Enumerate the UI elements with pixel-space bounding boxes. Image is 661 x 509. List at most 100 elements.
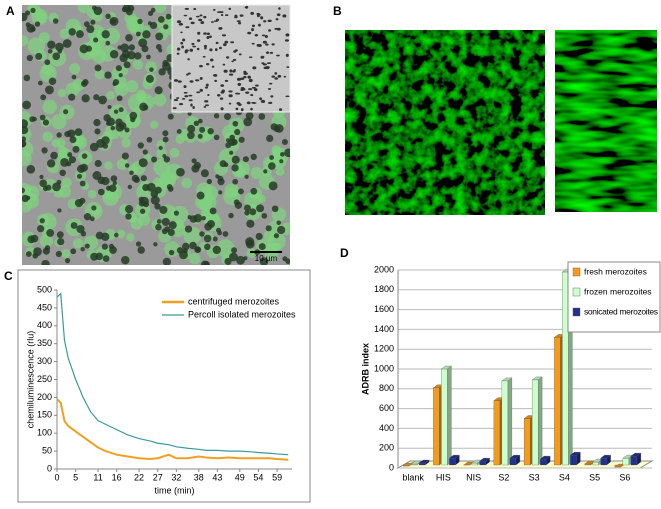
inset-dot bbox=[236, 101, 241, 105]
green-cell bbox=[271, 147, 289, 165]
dark-cell bbox=[94, 159, 102, 168]
green-cell bbox=[159, 170, 177, 188]
inset-dot bbox=[204, 86, 209, 89]
dark-cell bbox=[79, 163, 88, 172]
inset-dot bbox=[236, 77, 242, 81]
inset-dot bbox=[180, 41, 184, 45]
dark-cell bbox=[282, 256, 288, 262]
dark-cell bbox=[155, 32, 164, 41]
inset-dot bbox=[264, 35, 268, 38]
green-cell bbox=[42, 99, 57, 115]
dark-cell bbox=[124, 127, 130, 133]
inset-dot bbox=[255, 84, 259, 87]
dark-cell bbox=[163, 24, 169, 30]
dark-cell bbox=[217, 178, 225, 186]
bar bbox=[630, 452, 642, 466]
inset-dot bbox=[196, 91, 201, 94]
inset-dot bbox=[228, 90, 233, 93]
dark-cell bbox=[30, 7, 36, 14]
inset-dot bbox=[277, 74, 282, 78]
dark-cell bbox=[69, 136, 77, 144]
dark-cell bbox=[42, 185, 49, 192]
inset-dot bbox=[180, 31, 183, 34]
dark-cell bbox=[68, 93, 76, 101]
bar-top bbox=[569, 451, 581, 456]
inset-dot bbox=[182, 38, 186, 42]
dark-cell bbox=[224, 257, 232, 265]
inset-dot bbox=[185, 26, 190, 29]
green-cell bbox=[56, 138, 66, 148]
inset-dot bbox=[183, 85, 187, 89]
green-cell bbox=[156, 139, 166, 149]
green-cell bbox=[57, 145, 67, 154]
dark-cell bbox=[123, 61, 131, 69]
inset-dot bbox=[274, 27, 278, 30]
dark-cell bbox=[204, 243, 211, 251]
green-cell bbox=[188, 252, 201, 265]
dark-cell bbox=[234, 128, 241, 136]
dark-cell bbox=[191, 158, 197, 164]
inset-dot bbox=[261, 34, 266, 37]
bar-front bbox=[479, 460, 486, 466]
dark-cell bbox=[168, 249, 175, 256]
dark-cell bbox=[273, 125, 281, 133]
inset-dot bbox=[245, 91, 250, 94]
inset-dot bbox=[266, 62, 272, 65]
green-cell bbox=[69, 63, 81, 75]
inset-dot bbox=[224, 14, 229, 17]
dark-cell bbox=[71, 74, 77, 80]
dark-cell bbox=[44, 59, 51, 66]
green-cell bbox=[116, 229, 126, 239]
inset-dot bbox=[248, 56, 253, 59]
dark-cell bbox=[187, 111, 192, 116]
inset-dot bbox=[230, 41, 235, 44]
inset-dot bbox=[218, 26, 223, 30]
x-tick-label: 49 bbox=[235, 472, 245, 482]
green-cell bbox=[246, 248, 257, 259]
dark-cell bbox=[137, 142, 144, 149]
dark-cell bbox=[33, 247, 42, 256]
dark-cell bbox=[158, 68, 166, 76]
dark-cell bbox=[199, 126, 206, 133]
dark-cell bbox=[127, 184, 133, 190]
dark-cell bbox=[42, 119, 50, 126]
dark-cell bbox=[109, 16, 119, 26]
inset-dot bbox=[220, 107, 224, 111]
dark-cell bbox=[165, 13, 172, 20]
inset-dot bbox=[278, 7, 281, 10]
dark-cell bbox=[271, 205, 279, 213]
inset-dot bbox=[286, 66, 290, 69]
y-tick-label: 400 bbox=[37, 320, 52, 330]
inset-dot bbox=[213, 73, 218, 77]
dark-cell bbox=[105, 40, 111, 46]
dark-cell bbox=[229, 252, 238, 262]
dark-cell bbox=[238, 136, 245, 143]
x-tick-label: 5 bbox=[73, 472, 78, 482]
inset-dot bbox=[275, 18, 279, 21]
dark-cell bbox=[39, 114, 46, 121]
inset-dot bbox=[252, 66, 257, 70]
bar-front bbox=[433, 387, 440, 466]
bar bbox=[539, 455, 551, 466]
bar-top bbox=[600, 454, 612, 459]
dark-cell bbox=[39, 179, 48, 188]
y-axis-label: chemiluminescence (rlu) bbox=[25, 331, 35, 429]
legend-swatch bbox=[572, 267, 581, 277]
dark-cell bbox=[158, 145, 163, 151]
inset-dot bbox=[247, 31, 252, 35]
inset-dot bbox=[176, 97, 180, 99]
inset-dot bbox=[223, 43, 227, 47]
inset-dot bbox=[251, 42, 255, 45]
green-cell bbox=[130, 217, 143, 230]
inset-dot bbox=[204, 100, 209, 103]
dark-cell bbox=[150, 7, 156, 13]
dark-cell bbox=[228, 138, 237, 146]
green-cell bbox=[65, 82, 80, 97]
inset-dot bbox=[183, 14, 188, 17]
green-cell bbox=[164, 241, 180, 257]
dark-cell bbox=[93, 37, 99, 43]
bar-side bbox=[447, 365, 452, 466]
dark-cell bbox=[107, 104, 112, 110]
green-cell bbox=[257, 194, 266, 204]
dark-cell bbox=[231, 247, 238, 254]
